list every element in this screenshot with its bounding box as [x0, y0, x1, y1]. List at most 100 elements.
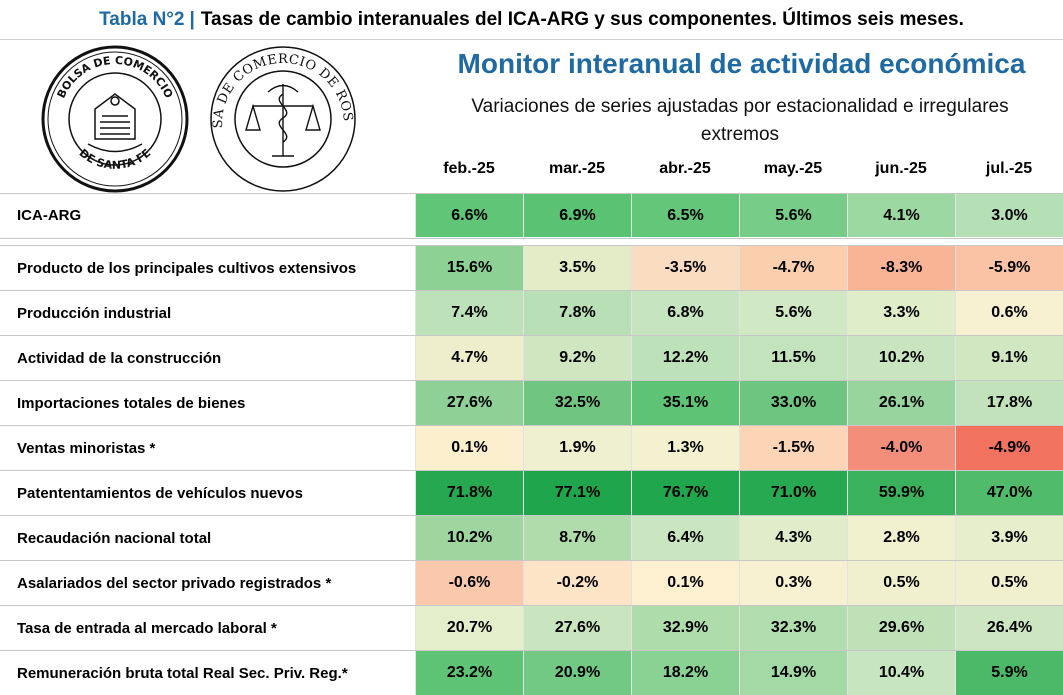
value-cell: 5.6%: [739, 291, 847, 335]
month-header: jul.-25: [985, 160, 1033, 177]
value-cell: 0.5%: [955, 561, 1063, 605]
table-row: Asalariados del sector privado registrad…: [0, 560, 1063, 605]
table-row: Actividad de la construcción 4.7% 9.2% 12.2…: [0, 335, 1063, 380]
value-cell: 0.6%: [955, 291, 1063, 335]
row-label: Tasa de entrada al mercado laboral *: [0, 606, 415, 650]
value-cell: 71.8%: [415, 471, 523, 515]
value-cell: 26.4%: [955, 606, 1063, 650]
value-cell: 0.3%: [739, 561, 847, 605]
value-cell: 1.3%: [631, 426, 739, 470]
month-header: jun.-25: [875, 160, 927, 177]
logos: BOLSA DE COMERCIO DE SANTA FE BOLSA DE C…: [40, 44, 360, 194]
value-cell: 20.9%: [523, 651, 631, 695]
value-cell: 6.9%: [523, 194, 631, 237]
table-row: Ventas minoristas * 0.1% 1.9% 1.3% -1.5% -4.0…: [0, 425, 1063, 470]
row-label: Asalariados del sector privado registrad…: [0, 561, 415, 605]
value-cell: -8.3%: [847, 246, 955, 290]
value-cell: 8.7%: [523, 516, 631, 560]
value-cell: 3.9%: [955, 516, 1063, 560]
value-cell: 7.8%: [523, 291, 631, 335]
value-cell: 3.3%: [847, 291, 955, 335]
table-row: Importaciones totales de bienes 27.6% 32.5…: [0, 380, 1063, 425]
caption-separator: |: [189, 8, 195, 30]
row-label: Producto de los principales cultivos ext…: [0, 246, 415, 290]
value-cell: 5.6%: [739, 194, 847, 237]
value-cell: -5.9%: [955, 246, 1063, 290]
value-cell: 15.6%: [415, 246, 523, 290]
value-cell: 7.4%: [415, 291, 523, 335]
value-cell: 14.9%: [739, 651, 847, 695]
value-cell: 1.9%: [523, 426, 631, 470]
table-caption: Tabla N°2 | Tasas de cambio interanuales…: [0, 0, 1063, 40]
value-cell: 32.9%: [631, 606, 739, 650]
value-cell: 11.5%: [739, 336, 847, 380]
value-cell: 3.0%: [955, 194, 1063, 237]
value-cell: 0.5%: [847, 561, 955, 605]
value-cell: 71.0%: [739, 471, 847, 515]
table-title: Tasas de cambio interanuales del ICA-ARG…: [200, 8, 964, 30]
value-cell: 4.1%: [847, 194, 955, 237]
value-cell: 26.1%: [847, 381, 955, 425]
row-label: Patententamientos de vehículos nuevos: [0, 471, 415, 515]
value-cell: 4.3%: [739, 516, 847, 560]
rosario-seal-logo: BOLSA DE COMERCIO DE ROSARIO: [208, 44, 356, 192]
value-cell: 6.5%: [631, 194, 739, 237]
row-label: Actividad de la construcción: [0, 336, 415, 380]
row-label: Producción industrial: [0, 291, 415, 335]
value-cell: 18.2%: [631, 651, 739, 695]
value-cell: 4.7%: [415, 336, 523, 380]
value-cell: 29.6%: [847, 606, 955, 650]
value-cell: 9.2%: [523, 336, 631, 380]
svg-text:DE SANTA FE: DE SANTA FE: [77, 146, 154, 171]
value-cell: 12.2%: [631, 336, 739, 380]
value-cell: 10.2%: [415, 516, 523, 560]
table-row: Patententamientos de vehículos nuevos 71.…: [0, 470, 1063, 515]
monitor-title: Monitor interanual de actividad económic…: [457, 48, 1026, 79]
table-number: Tabla N°2: [99, 8, 185, 30]
table-row: Recaudación nacional total 10.2% 8.7% 6.4% 4…: [0, 515, 1063, 560]
month-header: mar.-25: [548, 160, 606, 177]
value-cell: 3.5%: [523, 246, 631, 290]
table-row: ICA-ARG 6.6% 6.9% 6.5% 5.6% 4.1% 3.0%: [0, 193, 1063, 237]
value-cell: -4.9%: [955, 426, 1063, 470]
table-row: Tasa de entrada al mercado laboral * 20.7…: [0, 605, 1063, 650]
value-cell: 17.8%: [955, 381, 1063, 425]
month-header: may.-25: [763, 160, 823, 177]
value-cell: -4.7%: [739, 246, 847, 290]
month-header-row: feb.-25 mar.-25 abr.-25 may.-25 jun.-25 …: [415, 160, 1063, 186]
value-cell: 5.9%: [955, 651, 1063, 695]
table-row: Producto de los principales cultivos ext…: [0, 245, 1063, 290]
row-label: Recaudación nacional total: [0, 516, 415, 560]
value-cell: 27.6%: [415, 381, 523, 425]
santafe-seal-logo: BOLSA DE COMERCIO DE SANTA FE: [41, 45, 189, 193]
value-cell: -4.0%: [847, 426, 955, 470]
value-cell: 10.2%: [847, 336, 955, 380]
value-cell: 0.1%: [415, 426, 523, 470]
value-cell: 33.0%: [739, 381, 847, 425]
divider: [0, 238, 1063, 239]
table-row: Remuneración bruta total Real Sec. Priv.…: [0, 650, 1063, 695]
row-label: Importaciones totales de bienes: [0, 381, 415, 425]
value-cell: -3.5%: [631, 246, 739, 290]
value-cell: -1.5%: [739, 426, 847, 470]
value-cell: 27.6%: [523, 606, 631, 650]
value-cell: 6.8%: [631, 291, 739, 335]
value-cell: -0.6%: [415, 561, 523, 605]
row-label: Ventas minoristas *: [0, 426, 415, 470]
value-cell: -0.2%: [523, 561, 631, 605]
value-cell: 23.2%: [415, 651, 523, 695]
value-cell: 59.9%: [847, 471, 955, 515]
monitor-subtitle: Variaciones de series ajustadas por esta…: [471, 96, 1009, 145]
row-label: ICA-ARG: [0, 194, 415, 237]
value-cell: 76.7%: [631, 471, 739, 515]
value-cell: 77.1%: [523, 471, 631, 515]
value-cell: 10.4%: [847, 651, 955, 695]
value-cell: 6.6%: [415, 194, 523, 237]
value-cell: 2.8%: [847, 516, 955, 560]
value-cell: 32.3%: [739, 606, 847, 650]
value-cell: 32.5%: [523, 381, 631, 425]
month-header: abr.-25: [659, 160, 711, 177]
value-cell: 0.1%: [631, 561, 739, 605]
value-cell: 20.7%: [415, 606, 523, 650]
month-header: feb.-25: [443, 160, 495, 177]
